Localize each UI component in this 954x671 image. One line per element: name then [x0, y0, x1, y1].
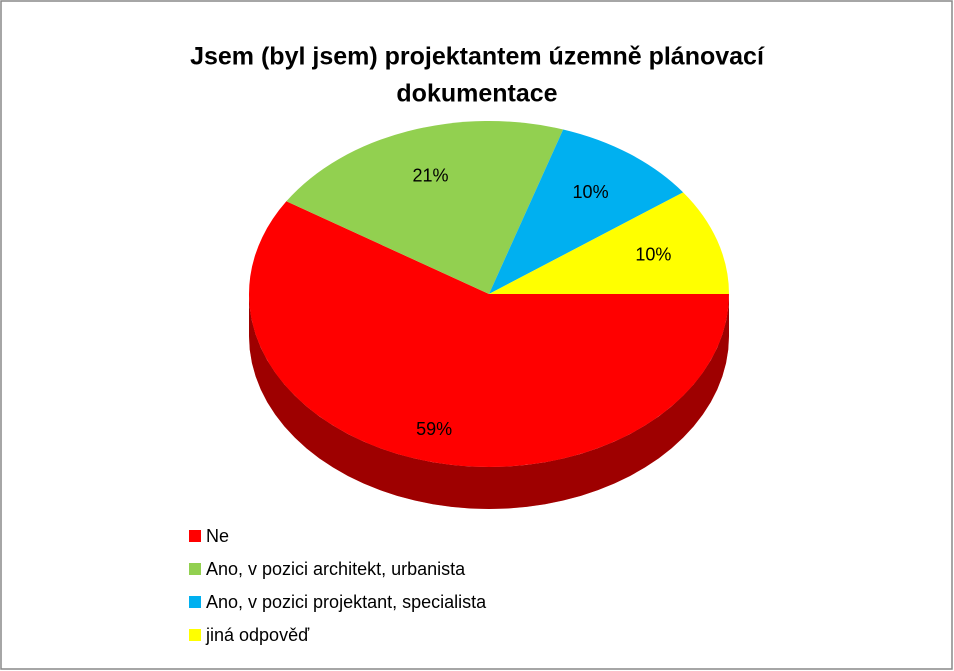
data-label: 21%	[412, 166, 448, 186]
legend-label: Ne	[206, 526, 229, 546]
pie-slice	[489, 129, 684, 294]
legend-swatch	[189, 596, 201, 608]
chart-title: Jsem (byl jsem) projektantem územně plán…	[190, 43, 765, 71]
data-label: 10%	[635, 244, 671, 264]
legend-label: Ano, v pozici projektant, specialista	[206, 592, 487, 612]
pie-slice	[249, 201, 729, 467]
legend-label: jiná odpověď	[205, 625, 310, 645]
legend-swatch	[189, 530, 201, 542]
pie-slice	[489, 192, 729, 294]
chart-title: dokumentace	[396, 80, 557, 108]
data-label: 10%	[573, 182, 609, 202]
legend-swatch	[189, 563, 201, 575]
legend-label: Ano, v pozici architekt, urbanista	[206, 559, 466, 579]
pie-slice	[286, 121, 564, 294]
pie-side	[249, 294, 729, 509]
data-label: 59%	[416, 419, 452, 439]
legend-swatch	[189, 629, 201, 641]
pie-side-shade	[249, 294, 729, 509]
